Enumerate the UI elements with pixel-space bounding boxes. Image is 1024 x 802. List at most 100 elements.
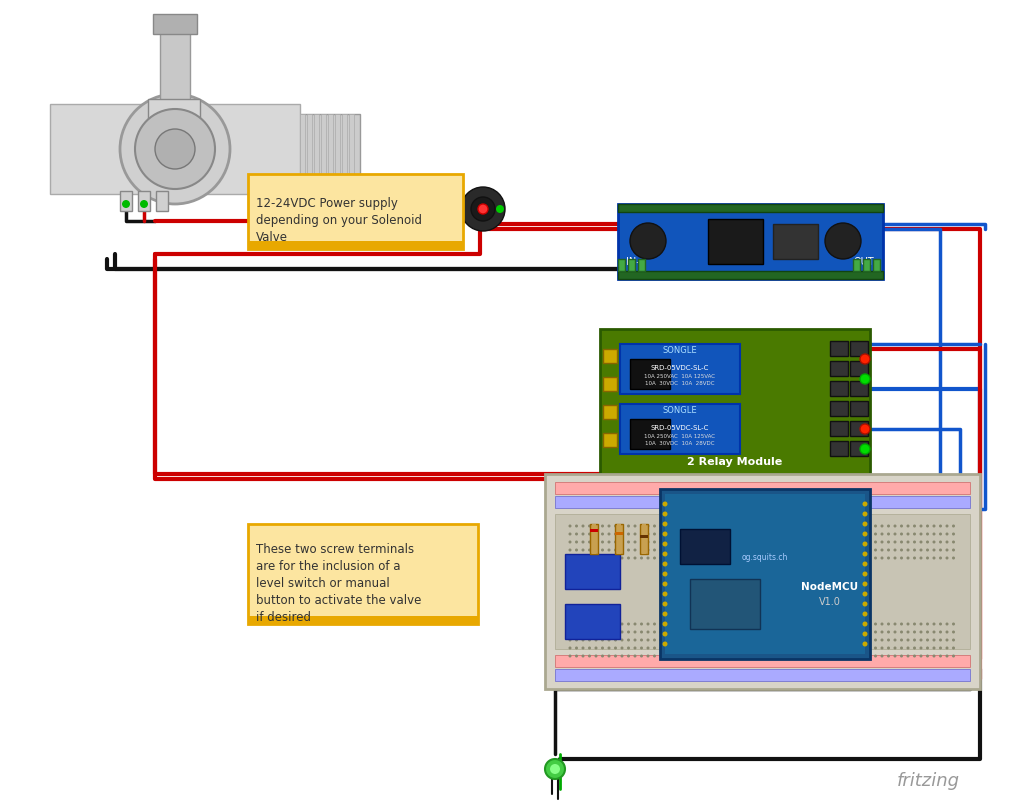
Circle shape xyxy=(790,646,793,650)
Circle shape xyxy=(659,630,663,634)
Circle shape xyxy=(894,646,896,650)
Circle shape xyxy=(725,533,727,536)
Circle shape xyxy=(712,557,715,560)
Bar xyxy=(603,378,617,391)
Circle shape xyxy=(698,654,701,658)
Circle shape xyxy=(640,557,643,560)
Circle shape xyxy=(874,525,877,528)
Circle shape xyxy=(783,638,786,642)
Circle shape xyxy=(770,525,773,528)
Circle shape xyxy=(933,549,936,552)
Circle shape xyxy=(614,549,617,552)
Circle shape xyxy=(764,630,767,634)
Circle shape xyxy=(867,557,870,560)
Circle shape xyxy=(828,622,831,626)
Circle shape xyxy=(601,525,604,528)
Circle shape xyxy=(607,525,610,528)
Circle shape xyxy=(783,533,786,536)
Circle shape xyxy=(952,541,955,544)
Bar xyxy=(850,402,868,416)
Circle shape xyxy=(920,638,923,642)
Circle shape xyxy=(939,638,942,642)
Bar xyxy=(50,105,300,195)
Circle shape xyxy=(887,646,890,650)
Circle shape xyxy=(731,638,734,642)
Circle shape xyxy=(737,654,740,658)
Circle shape xyxy=(679,654,682,658)
Circle shape xyxy=(692,654,695,658)
Circle shape xyxy=(666,525,669,528)
Circle shape xyxy=(861,638,864,642)
Bar xyxy=(830,402,848,416)
Circle shape xyxy=(646,630,649,634)
Circle shape xyxy=(906,638,909,642)
Circle shape xyxy=(614,638,617,642)
Circle shape xyxy=(790,549,793,552)
Circle shape xyxy=(568,646,571,650)
Circle shape xyxy=(663,552,668,557)
Circle shape xyxy=(828,638,831,642)
Circle shape xyxy=(848,622,851,626)
Bar xyxy=(660,489,870,659)
Circle shape xyxy=(835,646,838,650)
Circle shape xyxy=(582,622,585,626)
Circle shape xyxy=(887,557,890,560)
Circle shape xyxy=(666,654,669,658)
Circle shape xyxy=(646,557,649,560)
Circle shape xyxy=(894,541,896,544)
Circle shape xyxy=(621,622,624,626)
Bar xyxy=(314,115,319,184)
Circle shape xyxy=(692,630,695,634)
Circle shape xyxy=(666,622,669,626)
Circle shape xyxy=(712,638,715,642)
Circle shape xyxy=(744,622,746,626)
Circle shape xyxy=(920,541,923,544)
Circle shape xyxy=(894,630,896,634)
Circle shape xyxy=(822,622,825,626)
Circle shape xyxy=(621,557,624,560)
Circle shape xyxy=(627,549,630,552)
Circle shape xyxy=(640,654,643,658)
Circle shape xyxy=(575,638,578,642)
Bar xyxy=(307,115,312,184)
Circle shape xyxy=(842,630,845,634)
Circle shape xyxy=(926,541,929,544)
Circle shape xyxy=(673,638,676,642)
Circle shape xyxy=(568,533,571,536)
Circle shape xyxy=(867,638,870,642)
Circle shape xyxy=(673,630,676,634)
Circle shape xyxy=(822,646,825,650)
Text: 10A  30VDC  10A  28VDC: 10A 30VDC 10A 28VDC xyxy=(645,440,715,445)
Circle shape xyxy=(575,654,578,658)
Bar xyxy=(853,260,860,272)
Circle shape xyxy=(952,533,955,536)
Circle shape xyxy=(933,622,936,626)
Bar xyxy=(590,529,598,533)
Circle shape xyxy=(737,525,740,528)
Circle shape xyxy=(595,622,597,626)
Circle shape xyxy=(913,646,916,650)
Text: fritzing: fritzing xyxy=(897,771,961,789)
Circle shape xyxy=(718,557,721,560)
Circle shape xyxy=(906,525,909,528)
Circle shape xyxy=(718,549,721,552)
Circle shape xyxy=(933,654,936,658)
Circle shape xyxy=(725,541,727,544)
Circle shape xyxy=(835,654,838,658)
Circle shape xyxy=(815,654,818,658)
Bar xyxy=(555,655,970,667)
Circle shape xyxy=(920,630,923,634)
Circle shape xyxy=(854,654,857,658)
Circle shape xyxy=(712,549,715,552)
Circle shape xyxy=(776,541,779,544)
Circle shape xyxy=(926,638,929,642)
Circle shape xyxy=(568,525,571,528)
Circle shape xyxy=(867,654,870,658)
Circle shape xyxy=(627,646,630,650)
Circle shape xyxy=(913,549,916,552)
Circle shape xyxy=(725,630,727,634)
Circle shape xyxy=(854,630,857,634)
Bar xyxy=(148,100,200,135)
Bar xyxy=(120,192,132,212)
Bar xyxy=(160,25,190,105)
